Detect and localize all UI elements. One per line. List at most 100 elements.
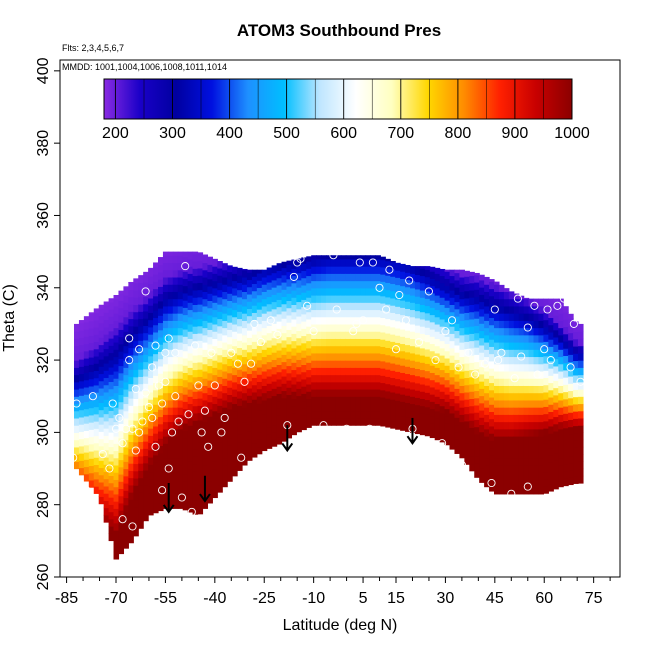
heatmap-cell <box>153 274 159 282</box>
heatmap-cell <box>118 473 125 482</box>
heatmap-cell <box>311 287 317 296</box>
heatmap-cell <box>207 495 213 504</box>
x-tick-label: 45 <box>486 590 504 607</box>
heatmap-cell <box>222 291 228 300</box>
heatmap-cell <box>123 432 129 441</box>
heatmap-cell <box>138 441 144 450</box>
heatmap-cell <box>498 327 505 336</box>
observation-point <box>98 450 107 459</box>
heatmap-cell <box>177 305 184 314</box>
heatmap-cell <box>83 452 90 460</box>
heatmap-cell <box>217 383 223 392</box>
heatmap-cell <box>261 385 268 394</box>
observation-point <box>424 287 433 296</box>
heatmap-cell <box>355 287 362 296</box>
heatmap-cell <box>242 378 248 386</box>
heatmap-cell <box>439 391 446 399</box>
heatmap-cell <box>251 413 258 422</box>
observation-point <box>510 374 519 383</box>
heatmap-cell <box>345 417 352 426</box>
heatmap-cell <box>113 295 120 300</box>
heatmap-cell <box>212 352 218 361</box>
heatmap-cell <box>424 421 431 430</box>
heatmap-cell <box>251 435 258 444</box>
heatmap-cell <box>543 298 549 306</box>
heatmap-cell <box>355 396 362 405</box>
heatmap-cell <box>390 399 396 407</box>
heatmap-cell <box>217 311 223 320</box>
heatmap-cell <box>380 259 386 268</box>
heatmap-cell <box>503 378 510 386</box>
heatmap-cell <box>350 338 357 347</box>
heatmap-cell <box>479 294 485 303</box>
heatmap-cell <box>429 292 436 301</box>
heatmap-cell <box>533 486 540 495</box>
heatmap-cell <box>192 441 199 450</box>
heatmap-cell <box>167 479 174 488</box>
heatmap-cell <box>103 319 110 328</box>
heatmap-cell <box>474 347 480 355</box>
heatmap-cell <box>251 391 258 400</box>
heatmap-cell <box>469 362 475 371</box>
heatmap-cell <box>355 331 362 339</box>
heatmap-cell <box>326 323 332 332</box>
heatmap-cell <box>553 423 559 432</box>
heatmap-cell <box>390 355 396 364</box>
heatmap-cell <box>360 287 367 296</box>
heatmap-cell <box>350 316 357 325</box>
heatmap-cell <box>128 296 134 305</box>
heatmap-cell <box>197 470 204 479</box>
heatmap-cell <box>197 426 204 435</box>
heatmap-cell <box>429 415 436 424</box>
heatmap-cell <box>405 272 411 281</box>
heatmap-cell <box>498 450 505 459</box>
heatmap-cell <box>469 311 475 320</box>
heatmap-cell <box>489 279 495 282</box>
heatmap-cell <box>528 472 535 480</box>
heatmap-cell <box>232 461 238 470</box>
heatmap-cell <box>212 417 218 426</box>
heatmap-cell <box>533 443 540 452</box>
colorbar-tick-label: 600 <box>330 125 357 142</box>
heatmap-cell <box>340 417 347 426</box>
heatmap-cell <box>400 343 406 352</box>
heatmap-cell <box>172 320 179 329</box>
observation-point <box>128 424 137 433</box>
heatmap-cell <box>187 323 194 332</box>
heatmap-cell <box>464 442 470 451</box>
heatmap-cell <box>479 344 485 353</box>
observation-point <box>174 417 183 426</box>
heatmap-cell <box>523 297 530 300</box>
heatmap-cell <box>222 363 228 372</box>
heatmap-cell <box>449 347 456 356</box>
heatmap-cell <box>251 377 258 386</box>
heatmap-cell <box>350 360 357 368</box>
heatmap-cell <box>459 291 465 300</box>
heatmap-cell <box>528 305 535 314</box>
heatmap-cell <box>246 445 253 454</box>
heatmap-cell <box>563 391 569 400</box>
heatmap-cell <box>553 344 559 352</box>
heatmap-cell <box>271 330 278 339</box>
heatmap-cell <box>553 300 559 309</box>
heatmap-cell <box>232 360 238 368</box>
heatmap-cell <box>128 426 134 435</box>
heatmap-cell <box>449 427 456 436</box>
heatmap-cell <box>212 439 218 448</box>
heatmap-cell <box>108 460 115 469</box>
heatmap-cell <box>414 281 421 290</box>
heatmap-cell <box>518 407 525 415</box>
heatmap-cell <box>148 268 154 277</box>
observation-point <box>256 337 265 347</box>
heatmap-cell <box>464 283 470 292</box>
heatmap-cell <box>227 265 233 273</box>
heatmap-cell <box>494 472 500 480</box>
heatmap-cell <box>113 530 120 538</box>
colorbar-ramp <box>103 78 573 120</box>
heatmap-cell <box>563 306 569 313</box>
heatmap-cell <box>410 338 416 347</box>
heatmap-cell <box>167 370 174 379</box>
heatmap-cell <box>246 308 253 317</box>
heatmap-cell <box>355 302 362 311</box>
heatmap-cell <box>113 436 120 444</box>
